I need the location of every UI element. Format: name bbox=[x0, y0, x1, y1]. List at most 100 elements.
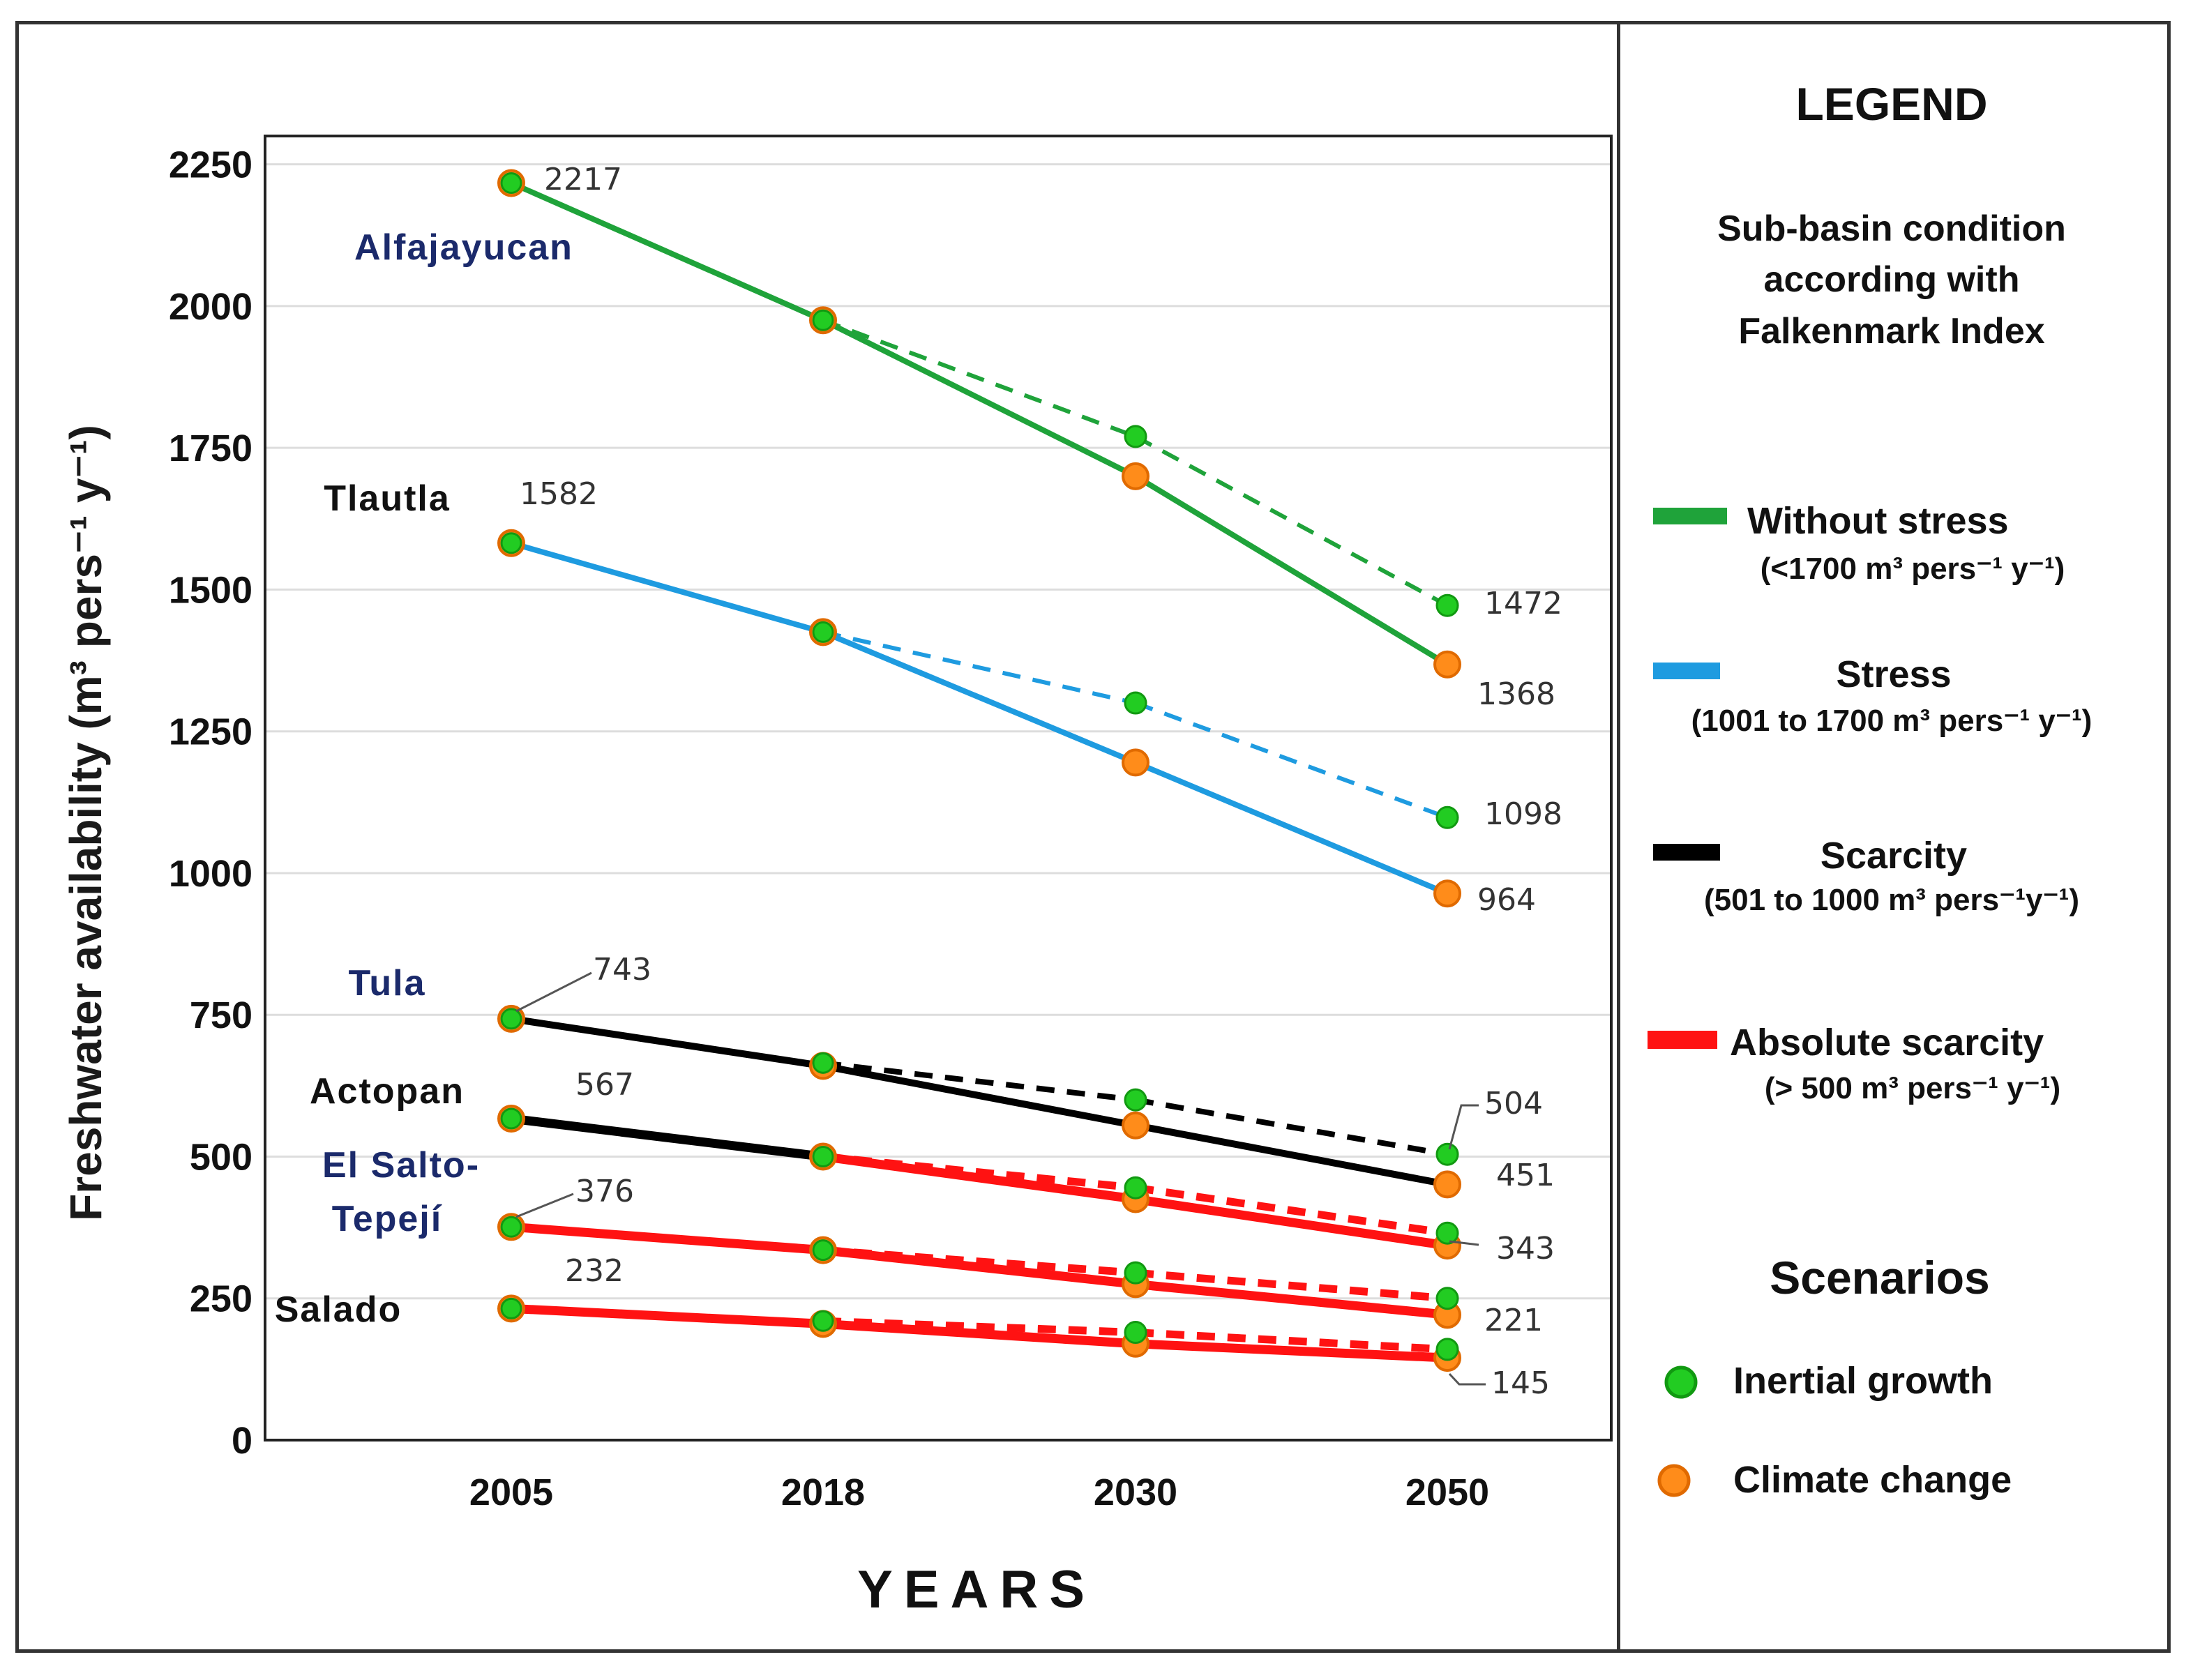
y-tick-label-250: 250 bbox=[190, 1278, 252, 1320]
value-label-221: 221 bbox=[1484, 1303, 1543, 1338]
climate-line-tlautla-1 bbox=[820, 629, 1138, 766]
legend-subtitle-line-3: Falkenmark Index bbox=[1738, 311, 2044, 351]
inertial-marker-el-salto-tepej--2030 bbox=[1124, 1261, 1147, 1285]
leader-line-3 bbox=[1449, 1240, 1479, 1246]
inertial-marker-el-salto-tepej--2018 bbox=[812, 1239, 834, 1262]
value-label-376: 376 bbox=[575, 1174, 634, 1209]
inertial-line-el-salto-tepej--2 bbox=[1135, 1269, 1448, 1303]
legend-range-without-stress: (<1700 m³ pers⁻¹ y⁻¹) bbox=[1761, 552, 2065, 586]
climate-line-tlautla-0 bbox=[508, 540, 826, 635]
climate-line-el-salto-tepej--0 bbox=[506, 1222, 828, 1255]
climate-line-salado-1 bbox=[818, 1319, 1140, 1349]
legend-swatch-absolute-scarcity bbox=[1648, 1031, 1717, 1049]
climate-line-alfajayucan-2 bbox=[1133, 473, 1450, 667]
climate-line-salado-2 bbox=[1131, 1339, 1452, 1363]
inertial-marker-tlautla-2050 bbox=[1435, 805, 1459, 829]
basin-label-actopan: Actopan bbox=[310, 1071, 465, 1112]
inertial-line-tula-2 bbox=[1135, 1097, 1448, 1158]
inertial-line-salado-2 bbox=[1135, 1329, 1448, 1354]
y-axis-title: Freshwater availability (m³ pers⁻¹ y⁻¹) bbox=[61, 425, 111, 1221]
inertial-line-el-salto-tepej--1 bbox=[822, 1246, 1136, 1277]
climate-line-tula-0 bbox=[508, 1015, 827, 1070]
value-label-1098: 1098 bbox=[1484, 796, 1562, 832]
legend-range-scarcity: (501 to 1000 m³ pers⁻¹y⁻¹) bbox=[1704, 883, 2079, 917]
inertial-marker-tula-2018 bbox=[812, 1052, 834, 1074]
legend-range-absolute-scarcity: (> 500 m³ pers⁻¹ y⁻¹) bbox=[1765, 1071, 2060, 1105]
legend-swatch-stress bbox=[1653, 663, 1720, 679]
inertial-marker-tula-2030 bbox=[1124, 1088, 1147, 1112]
climate-line-salado-0 bbox=[506, 1303, 828, 1329]
climate-marker-alfajayucan-2050 bbox=[1433, 650, 1461, 679]
inertial-line-tlautla-2 bbox=[1134, 701, 1449, 820]
climate-marker-tula-2030 bbox=[1122, 1111, 1149, 1140]
orange-circle-icon bbox=[1657, 1464, 1691, 1497]
value-label-504: 504 bbox=[1484, 1086, 1543, 1121]
inertial-marker-salado-2018 bbox=[812, 1310, 834, 1332]
inertial-marker-salado-2005 bbox=[500, 1297, 522, 1319]
x-tick-label-2030: 2030 bbox=[1094, 1471, 1177, 1513]
inertial-marker-actopan-2018 bbox=[812, 1145, 834, 1167]
inertial-marker-actopan-2030 bbox=[1124, 1176, 1147, 1200]
legend-subtitle-line-2: according with bbox=[1764, 259, 2020, 300]
climate-line-actopan-2 bbox=[1131, 1194, 1452, 1250]
x-axis: 2005 2018 2030 2050 bbox=[469, 1471, 1489, 1513]
legend-divider bbox=[1617, 21, 1620, 1653]
leader-line-0 bbox=[515, 971, 592, 1013]
climate-line-alfajayucan-0 bbox=[508, 180, 826, 324]
legend-label-absolute-scarcity: Absolute scarcity bbox=[1730, 1022, 2044, 1064]
legend-subtitle-line-1: Sub-basin condition bbox=[1717, 209, 2066, 249]
value-label-743: 743 bbox=[593, 952, 651, 987]
basin-label-tula: Tula bbox=[348, 963, 425, 1004]
leader-line-2 bbox=[1448, 1104, 1479, 1150]
legend-label-scarcity: Scarcity bbox=[1821, 835, 1967, 877]
inertial-line-tlautla-1 bbox=[822, 630, 1136, 705]
y-tick-label-500: 500 bbox=[190, 1136, 252, 1178]
value-label-1582: 1582 bbox=[520, 476, 598, 512]
climate-marker-tlautla-2050 bbox=[1433, 879, 1461, 908]
inertial-marker-el-salto-tepej--2005 bbox=[500, 1216, 522, 1238]
legend-label-climate-change: Climate change bbox=[1733, 1459, 2012, 1501]
x-tick-label-2018: 2018 bbox=[781, 1471, 865, 1513]
y-tick-label-2000: 2000 bbox=[169, 286, 252, 328]
y-tick-label-1750: 1750 bbox=[169, 427, 252, 469]
inertial-line-actopan-1 bbox=[822, 1153, 1136, 1192]
value-label-1472: 1472 bbox=[1484, 586, 1562, 621]
inertial-marker-tlautla-2030 bbox=[1124, 691, 1147, 715]
legend-label-stress: Stress bbox=[1836, 653, 1951, 695]
climate-line-tula-1 bbox=[820, 1062, 1139, 1129]
inertial-marker-el-salto-tepej--2050 bbox=[1435, 1287, 1459, 1310]
inertial-marker-salado-2050 bbox=[1435, 1338, 1459, 1361]
y-tick-label-1000: 1000 bbox=[169, 853, 252, 895]
label-leaders bbox=[515, 971, 1486, 1386]
legend-title: LEGEND bbox=[1795, 78, 1987, 130]
legend-swatch-without-stress bbox=[1653, 508, 1727, 524]
inertial-line-alfajayucan-1 bbox=[822, 318, 1137, 439]
basin-label-salado: Salado bbox=[275, 1289, 402, 1330]
value-label-1368: 1368 bbox=[1477, 676, 1555, 712]
legend-label-without-stress: Without stress bbox=[1747, 500, 2009, 542]
value-label-451: 451 bbox=[1496, 1158, 1555, 1193]
x-tick-label-2005: 2005 bbox=[469, 1471, 553, 1513]
inertial-line-actopan-2 bbox=[1135, 1183, 1448, 1237]
climate-line-alfajayucan-1 bbox=[820, 317, 1138, 479]
y-tick-label-2250: 2250 bbox=[169, 144, 252, 186]
x-tick-label-2050: 2050 bbox=[1405, 1471, 1489, 1513]
value-label-964: 964 bbox=[1477, 882, 1536, 918]
leader-line-4 bbox=[1448, 1372, 1486, 1386]
figure-frame bbox=[15, 21, 2171, 1653]
basin-label-tlautla: Tlautla bbox=[324, 478, 451, 519]
inertial-marker-alfajayucan-2030 bbox=[1124, 425, 1147, 448]
climate-marker-tlautla-2030 bbox=[1122, 748, 1149, 777]
y-tick-label-0: 0 bbox=[232, 1420, 252, 1462]
inertial-marker-alfajayucan-2050 bbox=[1435, 593, 1459, 617]
legend-range-stress: (1001 to 1700 m³ pers⁻¹ y⁻¹) bbox=[1691, 704, 2093, 738]
gridlines bbox=[265, 163, 1611, 1300]
climate-line-actopan-1 bbox=[818, 1151, 1140, 1204]
y-tick-label-1500: 1500 bbox=[169, 569, 252, 611]
plot-area bbox=[264, 135, 1613, 1441]
basin-labels: Alfajayucan Tlautla Tula Actopan El Salto- Te… bbox=[275, 227, 572, 1330]
leader-line-1 bbox=[515, 1193, 574, 1218]
inertial-marker-salado-2030 bbox=[1124, 1321, 1147, 1345]
climate-line-el-salto-tepej--2 bbox=[1131, 1279, 1452, 1319]
